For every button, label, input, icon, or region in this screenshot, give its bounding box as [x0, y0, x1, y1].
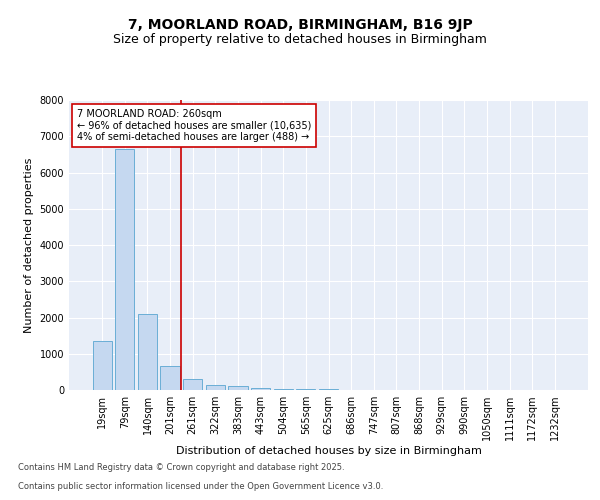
Bar — [206, 384, 225, 390]
Bar — [160, 366, 180, 390]
Bar — [229, 386, 248, 390]
Text: 7, MOORLAND ROAD, BIRMINGHAM, B16 9JP: 7, MOORLAND ROAD, BIRMINGHAM, B16 9JP — [128, 18, 472, 32]
X-axis label: Distribution of detached houses by size in Birmingham: Distribution of detached houses by size … — [176, 446, 481, 456]
Bar — [251, 388, 270, 390]
Text: Size of property relative to detached houses in Birmingham: Size of property relative to detached ho… — [113, 32, 487, 46]
Text: 7 MOORLAND ROAD: 260sqm
← 96% of detached houses are smaller (10,635)
4% of semi: 7 MOORLAND ROAD: 260sqm ← 96% of detache… — [77, 108, 311, 142]
Bar — [92, 342, 112, 390]
Bar — [138, 314, 157, 390]
Text: Contains public sector information licensed under the Open Government Licence v3: Contains public sector information licen… — [18, 482, 383, 491]
Y-axis label: Number of detached properties: Number of detached properties — [24, 158, 34, 332]
Bar — [115, 149, 134, 390]
Bar — [274, 388, 293, 390]
Text: Contains HM Land Registry data © Crown copyright and database right 2025.: Contains HM Land Registry data © Crown c… — [18, 464, 344, 472]
Bar — [183, 379, 202, 390]
